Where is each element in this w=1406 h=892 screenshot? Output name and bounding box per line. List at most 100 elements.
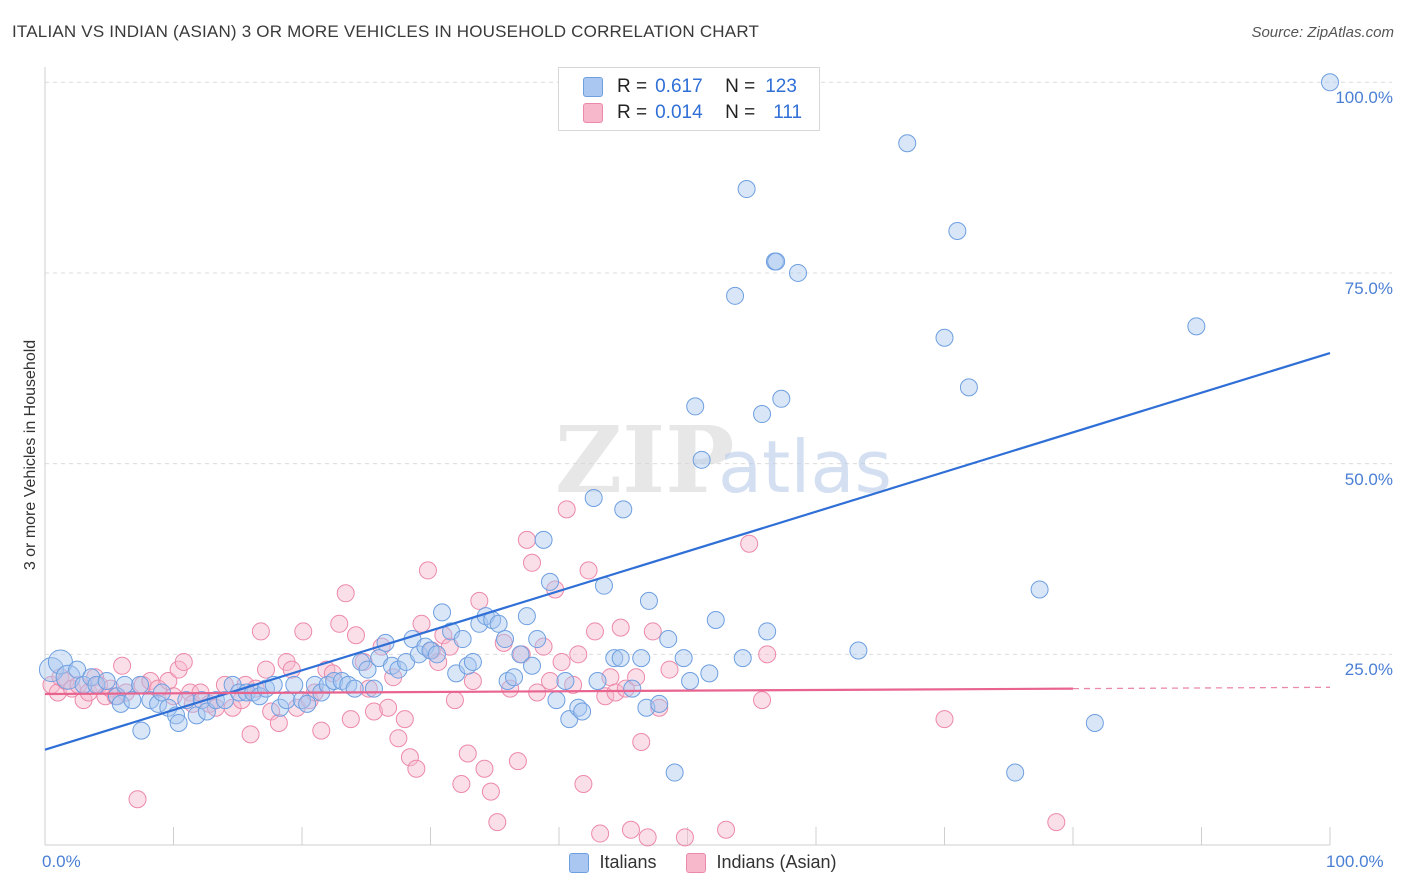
indian-point xyxy=(458,744,477,763)
italian-point xyxy=(556,672,575,691)
indian-point xyxy=(336,584,355,603)
indian-point xyxy=(611,618,630,637)
indian-point xyxy=(470,591,489,610)
indian-point xyxy=(113,656,132,675)
indian-point xyxy=(481,782,500,801)
italian-point xyxy=(737,180,756,199)
italian-points xyxy=(38,73,1339,782)
legend-r-label: R = xyxy=(617,102,648,123)
italian-point xyxy=(345,679,364,698)
italian-point xyxy=(389,660,408,679)
indian-point xyxy=(312,721,331,740)
italian-point xyxy=(277,691,296,710)
italian-point xyxy=(131,675,150,694)
italian-point xyxy=(511,645,530,664)
italian-point xyxy=(97,672,116,691)
italian-point xyxy=(681,672,700,691)
indian-point xyxy=(463,672,482,691)
indians-trend-line xyxy=(44,687,1074,696)
indian-point xyxy=(251,622,270,641)
indian-point xyxy=(591,824,610,843)
series-legend-indians[interactable]: Indians (Asian) xyxy=(686,852,837,873)
gridlines xyxy=(45,81,1392,655)
indian-point xyxy=(638,828,657,847)
series-legend: Italians Indians (Asian) xyxy=(0,852,1406,873)
italian-point xyxy=(517,607,536,626)
italian-point xyxy=(588,672,607,691)
indian-point xyxy=(579,561,598,580)
italian-point xyxy=(623,679,642,698)
indian-point xyxy=(717,820,736,839)
italian-point xyxy=(849,641,868,660)
indian-point xyxy=(574,774,593,793)
italian-point xyxy=(132,721,151,740)
italian-point xyxy=(463,652,482,671)
italian-point xyxy=(1321,73,1339,92)
indian-point xyxy=(541,672,560,691)
indian-point xyxy=(452,774,471,793)
indian-point xyxy=(508,752,527,771)
indian-point xyxy=(606,683,625,702)
chart-title: ITALIAN VS INDIAN (ASIAN) 3 OR MORE VEHI… xyxy=(12,22,760,41)
indian-point xyxy=(294,622,313,641)
italian-point xyxy=(285,675,304,694)
italian-point xyxy=(298,694,317,713)
indian-point xyxy=(621,820,640,839)
legend-row-indians: R = 0.014 N = 111 xyxy=(583,101,802,125)
indian-points xyxy=(42,500,1066,847)
italian-point xyxy=(528,630,547,649)
indian-point xyxy=(407,759,426,778)
italian-point xyxy=(123,691,142,710)
indians-trend-extension xyxy=(1072,686,1331,690)
italian-point xyxy=(427,645,446,664)
y-tick-label: 25.0% xyxy=(1344,660,1393,680)
indian-point xyxy=(632,733,651,752)
indian-point xyxy=(552,652,571,671)
x-tick-label-min: 0.0% xyxy=(42,852,81,871)
italian-point xyxy=(1006,763,1025,782)
italian-point xyxy=(584,488,603,507)
indians-swatch xyxy=(686,852,707,873)
indian-point xyxy=(753,691,772,710)
italian-point xyxy=(523,656,542,675)
indian-point xyxy=(418,561,437,580)
indian-point xyxy=(323,664,342,683)
italian-point xyxy=(772,389,791,408)
indian-point xyxy=(517,530,536,549)
italian-point xyxy=(898,134,917,153)
italian-point xyxy=(364,679,383,698)
italian-point xyxy=(115,675,134,694)
italian-point xyxy=(192,691,211,710)
italian-point xyxy=(674,649,693,668)
italian-point xyxy=(547,691,566,710)
legend-n-value-italians: 123 xyxy=(765,76,797,97)
indian-point xyxy=(643,622,662,641)
indian-point xyxy=(650,698,669,717)
legend-swatch-italians xyxy=(583,77,603,97)
indian-point xyxy=(346,626,365,645)
indian-point xyxy=(364,702,383,721)
indian-point xyxy=(475,759,494,778)
y-tick-label: 75.0% xyxy=(1344,278,1393,298)
italian-point xyxy=(639,591,658,610)
series-legend-italians[interactable]: Italians xyxy=(569,852,656,873)
italian-point xyxy=(605,649,624,668)
indian-point xyxy=(534,637,553,656)
indian-point xyxy=(257,660,276,679)
indian-point xyxy=(758,645,777,664)
indian-point xyxy=(412,614,431,633)
italian-point xyxy=(409,645,428,664)
legend-r-value-italians: 0.617 xyxy=(655,76,703,97)
correlation-legend: R = 0.617 N = 123 R = 0.014 N = 111 xyxy=(558,67,820,131)
italian-point xyxy=(169,713,188,732)
italian-point xyxy=(614,500,633,519)
italian-point xyxy=(706,610,725,629)
indian-point xyxy=(616,679,635,698)
legend-row-italians: R = 0.617 N = 123 xyxy=(583,75,797,99)
italian-point xyxy=(686,397,705,416)
italian-point xyxy=(758,622,777,641)
indian-point xyxy=(627,668,646,687)
italian-point xyxy=(692,450,711,469)
trend-lines xyxy=(44,351,1331,751)
